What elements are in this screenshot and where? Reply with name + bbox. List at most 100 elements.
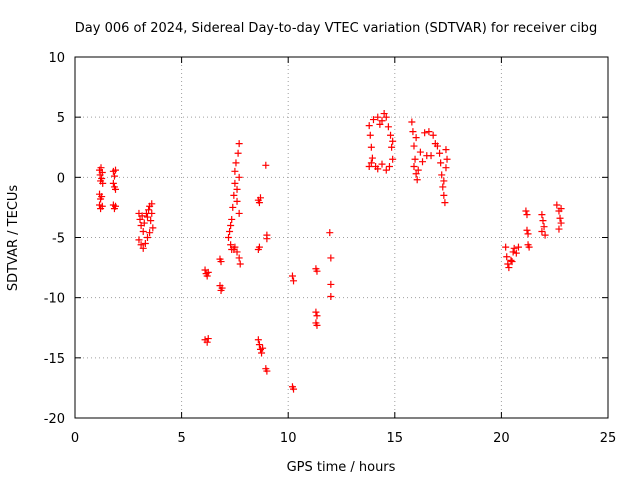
data-point — [429, 131, 437, 139]
y-tick-label: 0 — [57, 171, 65, 186]
data-point — [440, 191, 448, 199]
data-point — [143, 234, 151, 241]
data-point — [382, 166, 390, 174]
data-point — [387, 131, 395, 139]
data-point — [508, 258, 516, 266]
data-point — [365, 163, 373, 171]
data-point — [233, 185, 241, 193]
data-point — [504, 260, 512, 268]
data-point — [148, 209, 156, 217]
data-point — [366, 131, 374, 139]
y-tick-label: -20 — [44, 412, 65, 427]
data-point — [136, 215, 144, 223]
data-point — [388, 143, 396, 151]
data-point — [327, 254, 335, 262]
data-point — [112, 166, 120, 174]
data-point — [230, 246, 238, 254]
data-point — [112, 185, 120, 193]
data-point — [376, 120, 384, 128]
data-point — [389, 155, 397, 163]
data-point — [232, 159, 240, 167]
data-point — [204, 335, 212, 343]
data-point — [525, 243, 533, 251]
data-point — [141, 240, 149, 248]
data-point — [442, 146, 450, 154]
data-point — [99, 179, 107, 187]
data-point — [427, 152, 435, 160]
data-point — [256, 194, 264, 202]
data-point — [313, 321, 321, 329]
data-point — [416, 148, 424, 156]
data-point — [412, 170, 420, 178]
data-point — [539, 217, 547, 225]
data-point — [97, 164, 105, 172]
data-point — [109, 179, 117, 187]
data-point — [505, 264, 513, 272]
x-tick-label: 15 — [387, 431, 404, 446]
data-point — [384, 123, 392, 131]
data-point — [255, 341, 263, 349]
data-point — [312, 308, 320, 316]
data-point — [235, 140, 243, 148]
data-point — [146, 229, 154, 237]
data-point — [367, 159, 375, 167]
data-point — [98, 202, 106, 210]
data-point — [258, 349, 266, 357]
data-point — [524, 230, 532, 238]
data-point — [227, 241, 235, 249]
data-point — [231, 167, 239, 175]
gridlines — [75, 57, 608, 418]
data-point — [203, 338, 211, 346]
data-point — [555, 225, 563, 233]
data-point — [259, 344, 267, 352]
data-point — [389, 137, 397, 145]
data-point — [254, 336, 262, 344]
data-point — [231, 179, 239, 187]
data-point — [374, 113, 382, 121]
data-point — [135, 236, 143, 244]
data-point — [433, 142, 441, 150]
y-tick-label: -15 — [44, 352, 65, 367]
data-point — [149, 224, 157, 232]
data-point — [98, 169, 106, 177]
data-point — [98, 193, 106, 201]
data-point — [262, 161, 270, 169]
data-point — [236, 260, 244, 268]
data-point — [288, 272, 296, 280]
data-point — [441, 199, 449, 207]
data-point — [290, 277, 298, 285]
data-point — [313, 267, 321, 275]
data-point — [540, 223, 548, 231]
data-point — [139, 227, 147, 235]
data-point — [263, 367, 271, 375]
data-point — [512, 249, 520, 257]
data-point — [414, 166, 422, 174]
data-point — [443, 155, 451, 163]
data-point — [218, 284, 226, 292]
y-tick-label: 5 — [57, 111, 65, 126]
data-point — [410, 163, 418, 171]
data-point — [514, 243, 522, 251]
data-point — [139, 244, 147, 252]
x-tick-label: 10 — [280, 431, 297, 446]
data-point — [110, 172, 118, 180]
data-point — [557, 219, 565, 227]
data-point — [147, 217, 155, 225]
data-point — [437, 159, 445, 167]
y-tick-label: -10 — [44, 292, 65, 307]
data-point — [327, 280, 335, 288]
data-point — [228, 215, 236, 223]
data-point — [442, 164, 450, 172]
data-point — [382, 113, 390, 121]
data-point — [145, 206, 153, 214]
data-point — [439, 183, 447, 191]
data-point — [372, 163, 380, 171]
axis-ticks: 0 5 10 15 20 25 -20 -15 -10 -5 0 5 10 — [44, 51, 617, 446]
data-point — [436, 149, 444, 157]
data-point — [507, 256, 515, 264]
data-point — [138, 212, 146, 220]
data-point — [326, 229, 334, 237]
x-tick-label: 20 — [493, 431, 510, 446]
data-point — [510, 244, 518, 252]
